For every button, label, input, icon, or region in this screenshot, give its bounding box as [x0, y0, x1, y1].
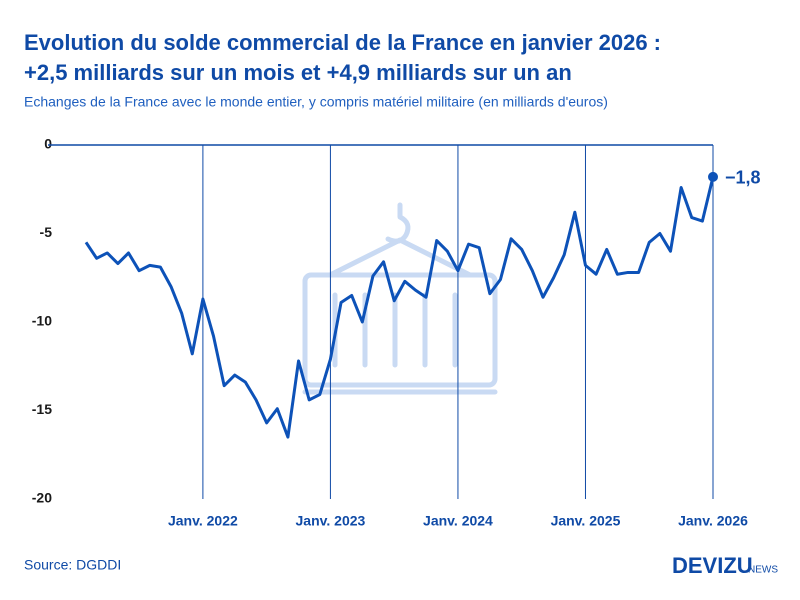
x-tick-label: Janv. 2026	[678, 513, 748, 529]
line	[84, 176, 715, 439]
chart-subtitle: Echanges de la France avec le monde enti…	[24, 94, 608, 110]
source: Source: DGDDI	[24, 557, 121, 573]
chart-title: Evolution du solde commercial de la Fran…	[24, 30, 661, 55]
watermark-icon	[302, 202, 498, 395]
y-tick-label: -15	[32, 401, 52, 417]
x-tick-label: Janv. 2023	[296, 513, 366, 529]
x-tick-label: Janv. 2024	[423, 513, 493, 529]
point	[708, 171, 718, 182]
y-tick-label: -10	[32, 313, 52, 329]
value-label: −1,8	[725, 168, 761, 188]
brand-suffix: NEWS	[748, 565, 778, 576]
y-tick-label: -20	[32, 490, 52, 506]
x-tick-label: Janv. 2022	[168, 513, 238, 529]
x-tick-label: Janv. 2025	[551, 513, 621, 529]
y-tick-label: -5	[40, 224, 53, 240]
brand: DEVIZU	[672, 553, 753, 578]
y-tick-label: 0	[44, 136, 52, 152]
chart-title: +2,5 milliards sur un mois et +4,9 milli…	[24, 60, 572, 85]
